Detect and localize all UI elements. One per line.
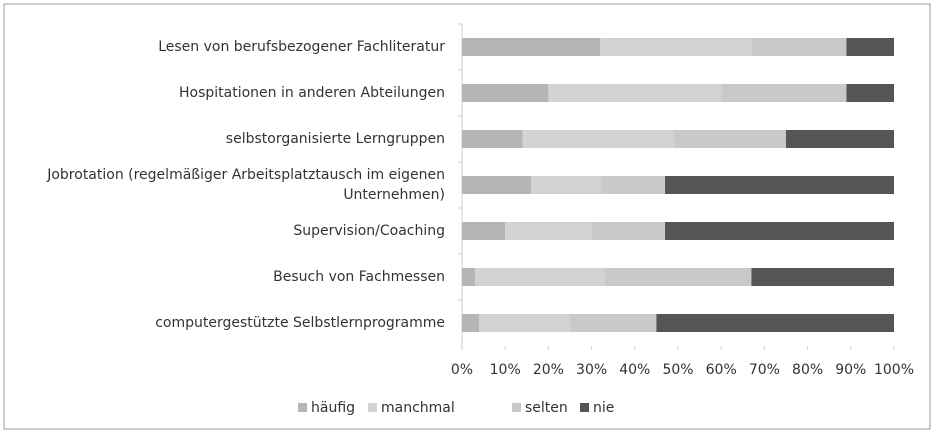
bar-segment — [751, 38, 847, 56]
bar-segment — [462, 84, 549, 102]
y-tick-label: Jobrotation (regelmäßiger Arbeitsplatzta… — [47, 167, 445, 203]
bar-segment — [479, 314, 570, 332]
y-tick-label: Besuch von Fachmessen — [273, 269, 445, 285]
legend-swatch — [580, 403, 589, 412]
bar-segment — [474, 268, 605, 286]
bar-segment — [786, 130, 894, 148]
legend-label: häufig — [311, 400, 355, 416]
x-tick-label: 60% — [706, 362, 737, 378]
x-tick-label: 20% — [533, 362, 564, 378]
legend-label: nie — [593, 400, 614, 416]
x-tick-label: 70% — [749, 362, 780, 378]
bar-segment — [600, 38, 752, 56]
bar-segment — [721, 84, 847, 102]
x-tick-label: 0% — [451, 362, 473, 378]
bar-segment — [673, 130, 786, 148]
y-tick-label: selbstorganisierte Lerngruppen — [225, 131, 445, 147]
bar-segment — [751, 268, 894, 286]
legend-swatch — [298, 403, 307, 412]
bar-segment — [846, 38, 894, 56]
bar-segment — [665, 176, 894, 194]
bar-segment — [604, 268, 752, 286]
bar-segment — [462, 268, 475, 286]
legend-label: selten — [525, 400, 568, 416]
y-tick-label: computergestützte Selbstlernprogramme — [155, 315, 445, 331]
y-tick-label: Hospitationen in anderen Abteilungen — [179, 85, 445, 101]
bar-segment — [462, 38, 601, 56]
legend-swatch — [368, 403, 377, 412]
bar-segment — [570, 314, 657, 332]
legend-swatch — [512, 403, 521, 412]
bar-segment — [462, 130, 523, 148]
x-tick-label: 50% — [662, 362, 693, 378]
bar-segment — [505, 222, 592, 240]
x-tick-label: 90% — [835, 362, 866, 378]
x-tick-label: 30% — [576, 362, 607, 378]
bar-segment — [462, 314, 480, 332]
bar-segment — [591, 222, 666, 240]
y-tick-label: Lesen von berufsbezogener Fachliteratur — [158, 39, 445, 55]
bar-segment — [462, 222, 506, 240]
x-tick-label: 40% — [619, 362, 650, 378]
bar-segment — [665, 222, 894, 240]
bar-segment — [462, 176, 532, 194]
bar-segment — [600, 176, 666, 194]
frame — [3, 3, 931, 430]
bar-segment — [522, 130, 674, 148]
bar-segment — [656, 314, 894, 332]
x-tick-label: 10% — [490, 362, 521, 378]
x-tick-label: 80% — [792, 362, 823, 378]
bar-segment — [548, 84, 722, 102]
x-tick-label: 100% — [874, 362, 914, 378]
legend-label: manchmal — [381, 400, 455, 416]
bar-segment — [846, 84, 894, 102]
bar-segment — [531, 176, 601, 194]
y-tick-label: Supervision/Coaching — [293, 223, 445, 239]
